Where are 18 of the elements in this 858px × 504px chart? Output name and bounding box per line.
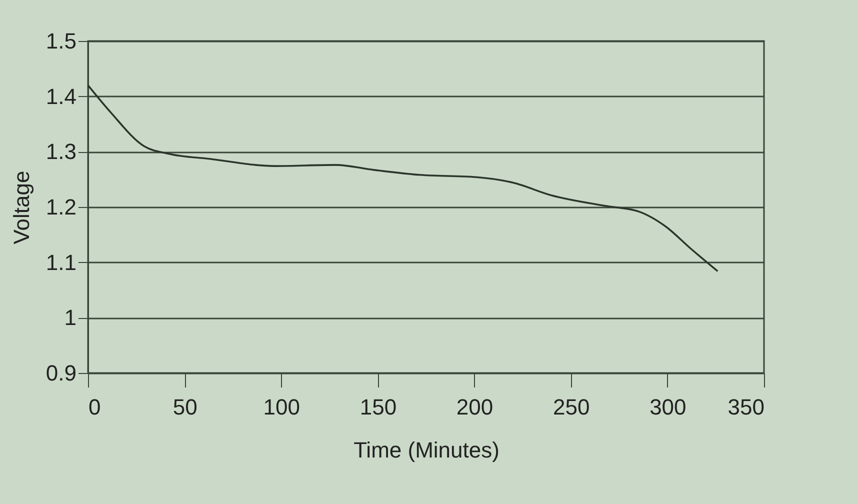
x-tick-label: 250 [553,394,590,420]
x-tick-label: 150 [360,394,397,420]
x-tick-label: 300 [650,394,686,420]
y-tick-label: 1.3 [46,139,76,164]
y-axis-title: Voltage [8,170,34,244]
y-tick-label: 0.9 [46,360,76,386]
line-series [87,84,719,272]
y-tick-label: 1.5 [46,28,76,54]
y-tick-label: 1.1 [46,250,76,275]
x-tick-label: 100 [263,394,300,420]
x-tick-label: 50 [172,394,198,420]
x-axis-title: Time (Minutes) [354,438,500,462]
x-tick-label: 350 [728,394,764,420]
y-tick-label: 1.4 [46,84,76,109]
y-tick-label: 1 [64,305,76,330]
y-tick-label: 1.2 [46,194,76,220]
x-tick-label: 0 [88,394,101,420]
x-tick-label: 200 [456,394,494,420]
